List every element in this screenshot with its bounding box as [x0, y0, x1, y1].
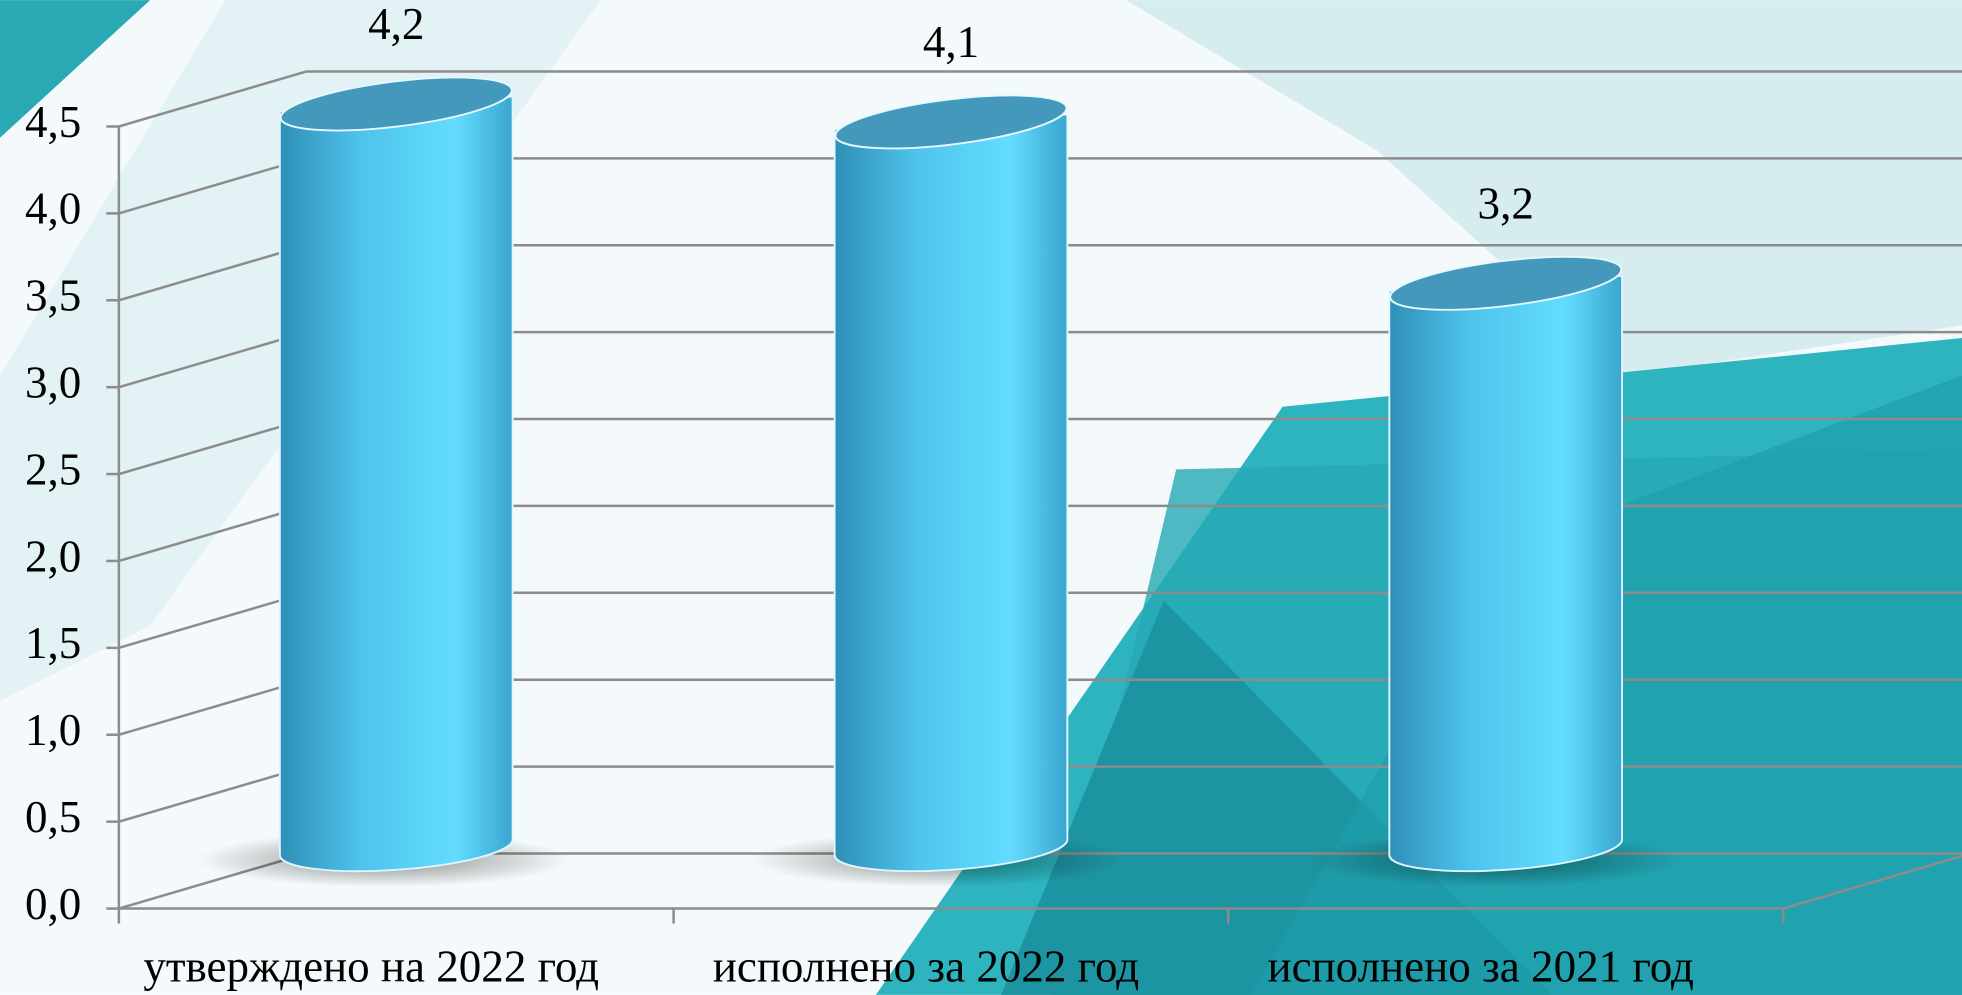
y-tick-label: 2,5 — [25, 444, 81, 494]
bar-body — [833, 113, 1069, 873]
grid-line — [118, 244, 307, 302]
grid-line — [118, 330, 307, 389]
value-label: 4,1 — [923, 17, 979, 67]
grid-line — [118, 591, 307, 650]
y-tick-label: 0,0 — [25, 879, 81, 929]
y-tick-label: 1,0 — [25, 705, 81, 755]
bar-body — [1388, 274, 1624, 873]
grid-line — [118, 157, 307, 215]
y-tick-label: 4,5 — [25, 97, 81, 147]
bar — [1305, 255, 1681, 888]
chart-walls — [106, 70, 1962, 924]
x-tick-label: исполнено за 2021 год — [1267, 941, 1693, 991]
value-label: 4,2 — [368, 0, 424, 49]
grid-line — [118, 504, 307, 563]
x-tick-label: утверждено на 2022 год — [143, 941, 599, 991]
y-tick-label: 3,5 — [25, 271, 81, 321]
y-tick-label: 2,0 — [25, 531, 81, 581]
bar — [196, 76, 572, 888]
grid-line — [118, 417, 307, 476]
y-tick-label: 4,0 — [25, 184, 81, 234]
bar-body — [278, 95, 514, 873]
y-tick-label: 1,5 — [25, 618, 81, 668]
grid-line — [118, 678, 307, 736]
grid-line — [118, 765, 307, 823]
y-tick-label: 3,0 — [25, 358, 81, 408]
grid-line — [118, 70, 307, 128]
value-label: 3,2 — [1478, 179, 1534, 229]
y-tick-label: 0,5 — [25, 792, 81, 842]
bar — [750, 94, 1127, 888]
x-tick-label: исполнено за 2022 год — [713, 941, 1139, 991]
bar-top — [1389, 255, 1623, 311]
axis-line — [1782, 854, 1962, 910]
bar-top — [834, 94, 1068, 150]
bar-top — [279, 76, 513, 132]
